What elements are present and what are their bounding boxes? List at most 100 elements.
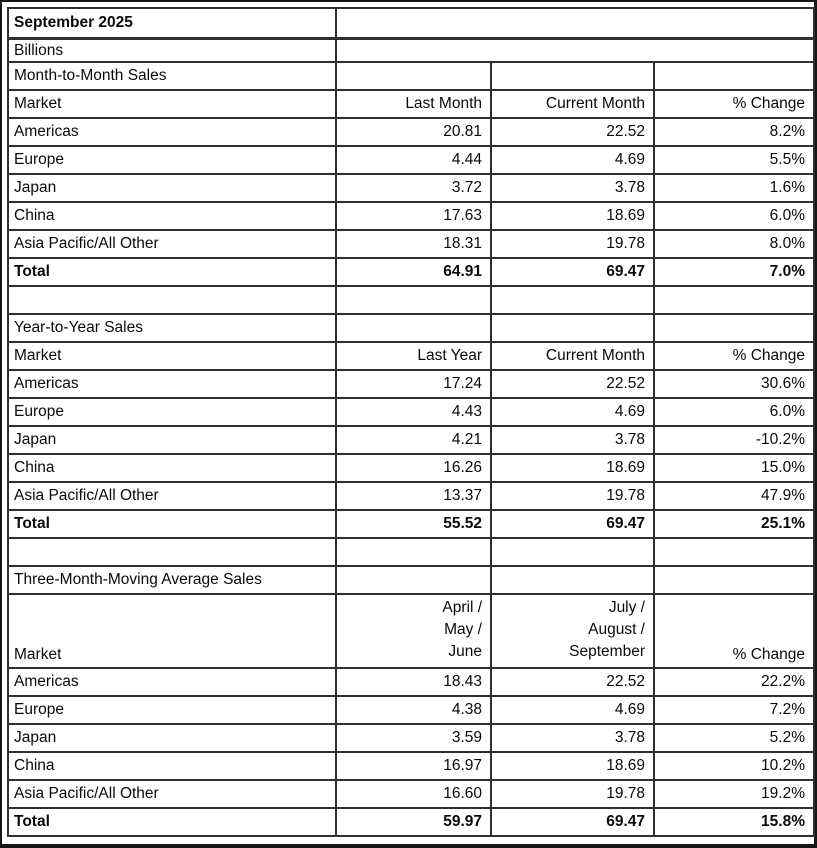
section-title-row: Month-to-Month Sales	[7, 61, 815, 92]
table-row: Asia Pacific/All Other 18.31 19.78 8.0%	[7, 229, 815, 260]
section-title: Month-to-Month Sales	[7, 61, 337, 92]
curr-value-cell: 18.69	[490, 751, 655, 782]
prev-value-cell: 16.97	[335, 751, 492, 782]
total-row: Total 64.91 69.47 7.0%	[7, 257, 815, 288]
change-value-cell: 8.0%	[653, 229, 815, 260]
total-curr-cell: 69.47	[490, 257, 655, 288]
table-row: Asia Pacific/All Other 13.37 19.78 47.9%	[7, 481, 815, 512]
table-row: Japan 3.72 3.78 1.6%	[7, 173, 815, 204]
column-header-change: % Change	[653, 89, 815, 120]
column-header-change: % Change	[653, 341, 815, 372]
empty-cell	[490, 537, 655, 568]
empty-cell	[7, 537, 337, 568]
table-row: Europe 4.44 4.69 5.5%	[7, 145, 815, 176]
prev-value-cell: 16.60	[335, 779, 492, 810]
empty-cell	[653, 537, 815, 568]
curr-value-cell: 3.78	[490, 425, 655, 456]
prev-value-cell: 13.37	[335, 481, 492, 512]
empty-cell	[490, 313, 655, 344]
curr-value-cell: 3.78	[490, 723, 655, 754]
prev-value-cell: 16.26	[335, 453, 492, 484]
column-header-row: Market Last Year Current Month % Change	[7, 341, 815, 372]
spacer-row	[7, 537, 815, 568]
total-label-cell: Total	[7, 807, 337, 838]
column-header-prev-period: April / May / June	[335, 593, 492, 670]
table-row: China 16.26 18.69 15.0%	[7, 453, 815, 484]
table-row: Europe 4.43 4.69 6.0%	[7, 397, 815, 428]
table-row: Americas 18.43 22.52 22.2%	[7, 667, 815, 698]
prev-value-cell: 17.24	[335, 369, 492, 400]
total-change-cell: 15.8%	[653, 807, 815, 838]
change-value-cell: 8.2%	[653, 117, 815, 148]
total-curr-cell: 69.47	[490, 807, 655, 838]
section-title-row: Year-to-Year Sales	[7, 313, 815, 344]
empty-cell	[653, 313, 815, 344]
empty-cell	[335, 565, 492, 596]
change-value-cell: 19.2%	[653, 779, 815, 810]
market-cell: China	[7, 453, 337, 484]
change-value-cell: 7.2%	[653, 695, 815, 726]
curr-value-cell: 4.69	[490, 397, 655, 428]
change-value-cell: 15.0%	[653, 453, 815, 484]
period-line: July /	[608, 599, 645, 617]
market-cell: Americas	[7, 117, 337, 148]
change-value-cell: -10.2%	[653, 425, 815, 456]
change-value-cell: 30.6%	[653, 369, 815, 400]
units-row: Billions	[7, 36, 815, 64]
table-row: Europe 4.38 4.69 7.2%	[7, 695, 815, 726]
table-row: Americas 20.81 22.52 8.2%	[7, 117, 815, 148]
section-title: Year-to-Year Sales	[7, 313, 337, 344]
empty-cell	[335, 313, 492, 344]
prev-value-cell: 18.31	[335, 229, 492, 260]
empty-cell	[335, 36, 815, 64]
column-header-row: Market Last Month Current Month % Change	[7, 89, 815, 120]
empty-cell	[490, 565, 655, 596]
total-prev-cell: 59.97	[335, 807, 492, 838]
change-value-cell: 10.2%	[653, 751, 815, 782]
prev-value-cell: 3.59	[335, 723, 492, 754]
change-value-cell: 22.2%	[653, 667, 815, 698]
market-cell: Europe	[7, 397, 337, 428]
market-cell: Japan	[7, 723, 337, 754]
curr-value-cell: 19.78	[490, 229, 655, 260]
total-row: Total 55.52 69.47 25.1%	[7, 509, 815, 540]
market-cell: Europe	[7, 145, 337, 176]
change-value-cell: 5.2%	[653, 723, 815, 754]
prev-value-cell: 4.44	[335, 145, 492, 176]
prev-value-cell: 4.38	[335, 695, 492, 726]
total-prev-cell: 55.52	[335, 509, 492, 540]
market-cell: Japan	[7, 425, 337, 456]
empty-cell	[653, 565, 815, 596]
table-row: China 16.97 18.69 10.2%	[7, 751, 815, 782]
curr-value-cell: 18.69	[490, 453, 655, 484]
market-cell: Americas	[7, 369, 337, 400]
spacer-row	[7, 285, 815, 316]
column-header-row-multiline: Market April / May / June July / August …	[7, 593, 815, 670]
empty-cell	[335, 537, 492, 568]
prev-value-cell: 18.43	[335, 667, 492, 698]
period-line: April /	[442, 599, 482, 617]
market-cell: Asia Pacific/All Other	[7, 481, 337, 512]
table-row: Americas 17.24 22.52 30.6%	[7, 369, 815, 400]
prev-value-cell: 4.21	[335, 425, 492, 456]
curr-value-cell: 4.69	[490, 695, 655, 726]
prev-value-cell: 17.63	[335, 201, 492, 232]
curr-value-cell: 22.52	[490, 117, 655, 148]
market-cell: Asia Pacific/All Other	[7, 779, 337, 810]
period-line: May /	[444, 621, 482, 639]
change-value-cell: 47.9%	[653, 481, 815, 512]
market-cell: Asia Pacific/All Other	[7, 229, 337, 260]
period-line: August /	[588, 621, 645, 639]
empty-cell	[653, 61, 815, 92]
table-row: China 17.63 18.69 6.0%	[7, 201, 815, 232]
table-row: Asia Pacific/All Other 16.60 19.78 19.2%	[7, 779, 815, 810]
empty-cell	[335, 61, 492, 92]
units-label: Billions	[7, 36, 337, 64]
total-label-cell: Total	[7, 257, 337, 288]
prev-value-cell: 4.43	[335, 397, 492, 428]
change-value-cell: 1.6%	[653, 173, 815, 204]
prev-value-cell: 20.81	[335, 117, 492, 148]
market-cell: Americas	[7, 667, 337, 698]
change-value-cell: 6.0%	[653, 201, 815, 232]
